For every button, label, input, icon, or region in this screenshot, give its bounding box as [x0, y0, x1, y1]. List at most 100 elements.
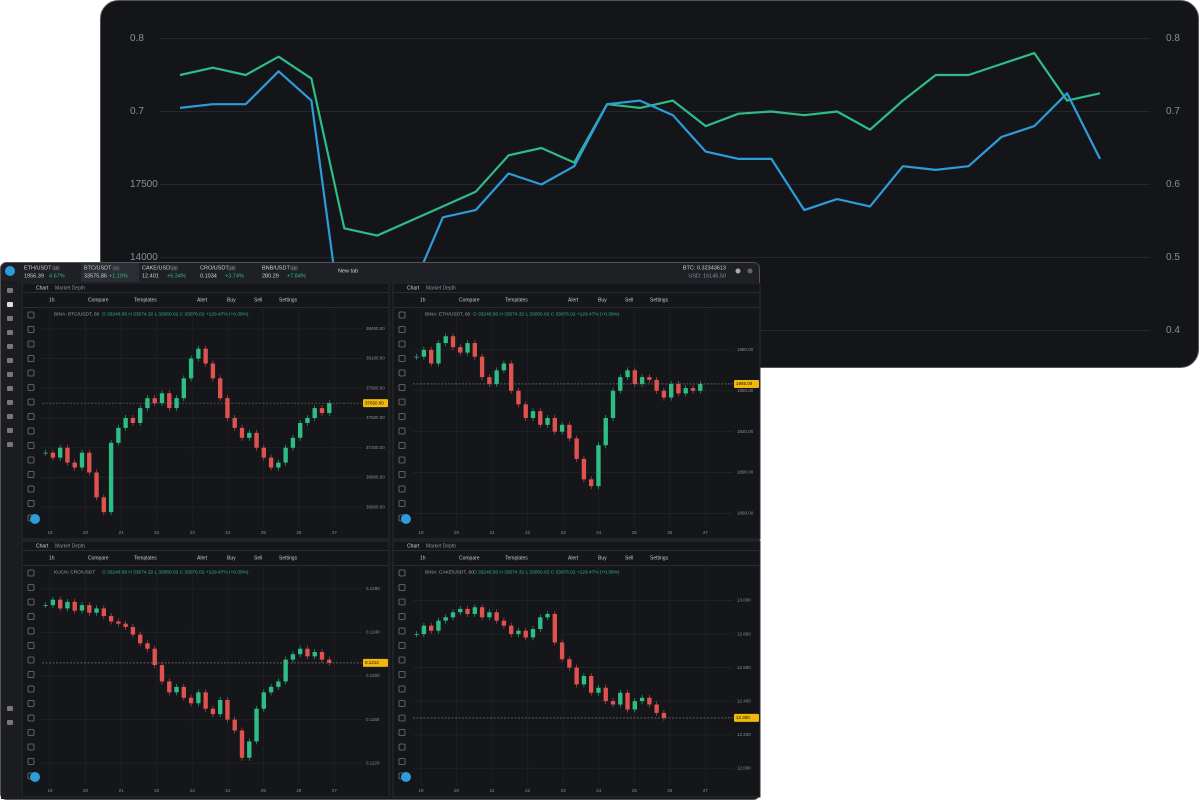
- tool-icon[interactable]: [398, 340, 406, 348]
- toolbar-alert[interactable]: Alert: [568, 555, 579, 561]
- toolbar-sell[interactable]: Sell: [254, 555, 262, 561]
- tool-icon[interactable]: [398, 598, 406, 606]
- sidebar-icon[interactable]: [7, 720, 13, 725]
- tool-icon[interactable]: [27, 456, 35, 464]
- tool-icon[interactable]: [398, 500, 406, 507]
- settings-icon[interactable]: [735, 268, 741, 274]
- tool-icon[interactable]: [398, 627, 406, 635]
- sidebar-icon[interactable]: [7, 302, 13, 307]
- tool-icon[interactable]: [27, 685, 35, 693]
- tool-icon[interactable]: [398, 729, 406, 736]
- tool-icon[interactable]: [398, 326, 406, 333]
- pane-tab[interactable]: Chart: [407, 543, 420, 549]
- toolbar-interval[interactable]: 1h: [49, 297, 55, 303]
- user-icon[interactable]: [747, 268, 753, 274]
- sidebar-icon[interactable]: [7, 706, 13, 711]
- tool-icon[interactable]: [27, 427, 35, 435]
- tool-icon[interactable]: [27, 613, 35, 620]
- toolbar-templates[interactable]: Templates: [134, 297, 157, 303]
- tool-icon[interactable]: [398, 656, 406, 664]
- tool-icon[interactable]: [398, 700, 406, 707]
- tab-symbol[interactable]: CAKE/USDT: [142, 265, 174, 271]
- tool-icon[interactable]: [27, 369, 35, 377]
- toolbar-settings[interactable]: Settings: [650, 297, 669, 303]
- pane-tab[interactable]: Market Depth: [55, 543, 85, 549]
- toolbar-settings[interactable]: Settings: [279, 297, 298, 303]
- sidebar-icon[interactable]: [7, 400, 13, 405]
- pane-tab[interactable]: Chart: [36, 543, 49, 549]
- toolbar-sell[interactable]: Sell: [254, 297, 262, 303]
- toolbar-interval[interactable]: 1h: [420, 555, 426, 561]
- tool-icon[interactable]: [398, 743, 406, 751]
- tool-icon[interactable]: [27, 584, 35, 591]
- sidebar-icon[interactable]: [7, 428, 13, 433]
- tool-icon[interactable]: [398, 485, 406, 493]
- tool-icon[interactable]: [398, 584, 406, 591]
- tool-icon[interactable]: [27, 326, 35, 333]
- toolbar-templates[interactable]: Templates: [505, 555, 528, 561]
- sidebar-icon[interactable]: [7, 288, 13, 293]
- tool-icon[interactable]: [27, 671, 35, 678]
- tool-icon[interactable]: [398, 442, 406, 449]
- toolbar-buy[interactable]: Buy: [598, 555, 607, 561]
- toolbar-alert[interactable]: Alert: [197, 297, 208, 303]
- tool-icon[interactable]: [27, 413, 35, 420]
- tool-icon[interactable]: [27, 500, 35, 507]
- toolbar-settings[interactable]: Settings: [279, 555, 298, 561]
- sidebar-icon[interactable]: [7, 414, 13, 419]
- toolbar-compare[interactable]: Compare: [459, 297, 480, 303]
- toolbar-buy[interactable]: Buy: [598, 297, 607, 303]
- toolbar-templates[interactable]: Templates: [134, 555, 157, 561]
- tool-icon[interactable]: [27, 569, 35, 577]
- tool-icon[interactable]: [27, 355, 35, 362]
- tool-icon[interactable]: [398, 471, 406, 478]
- tab-symbol[interactable]: ETH/USDT: [24, 265, 52, 271]
- tool-icon[interactable]: [27, 656, 35, 664]
- tool-icon[interactable]: [27, 627, 35, 635]
- tool-icon[interactable]: [398, 413, 406, 420]
- pane-tab[interactable]: Market Depth: [55, 285, 85, 291]
- toolbar-alert[interactable]: Alert: [568, 297, 579, 303]
- tool-icon[interactable]: [398, 642, 406, 649]
- tool-icon[interactable]: [398, 384, 406, 391]
- new-tab[interactable]: New tab: [338, 268, 358, 274]
- tool-icon[interactable]: [398, 369, 406, 377]
- tab-symbol[interactable]: BTC/USDT: [84, 265, 112, 271]
- pane-tab[interactable]: Market Depth: [426, 285, 456, 291]
- tool-icon[interactable]: [27, 729, 35, 736]
- tool-icon[interactable]: [27, 485, 35, 493]
- toolbar-compare[interactable]: Compare: [88, 555, 109, 561]
- tool-icon[interactable]: [398, 758, 406, 765]
- tool-icon[interactable]: [27, 384, 35, 391]
- sidebar-icon[interactable]: [7, 330, 13, 335]
- tool-icon[interactable]: [27, 743, 35, 751]
- sidebar-icon[interactable]: [7, 386, 13, 391]
- toolbar-settings[interactable]: Settings: [650, 555, 669, 561]
- sidebar-icon[interactable]: [7, 442, 13, 447]
- tool-icon[interactable]: [398, 671, 406, 678]
- tool-icon[interactable]: [27, 642, 35, 649]
- tab-symbol[interactable]: CRO/USDT: [200, 265, 229, 271]
- toolbar-compare[interactable]: Compare: [459, 555, 480, 561]
- sidebar-icon[interactable]: [7, 372, 13, 377]
- toolbar-interval[interactable]: 1h: [49, 555, 55, 561]
- tool-icon[interactable]: [27, 714, 35, 722]
- toolbar-alert[interactable]: Alert: [197, 555, 208, 561]
- tool-icon[interactable]: [398, 613, 406, 620]
- tool-icon[interactable]: [27, 758, 35, 765]
- tool-icon[interactable]: [398, 355, 406, 362]
- tool-icon[interactable]: [398, 685, 406, 693]
- toolbar-sell[interactable]: Sell: [625, 555, 633, 561]
- toolbar-buy[interactable]: Buy: [227, 297, 236, 303]
- tool-icon[interactable]: [27, 340, 35, 348]
- tool-icon[interactable]: [27, 398, 35, 406]
- toolbar-buy[interactable]: Buy: [227, 555, 236, 561]
- pane-tab[interactable]: Chart: [407, 285, 420, 291]
- toolbar-sell[interactable]: Sell: [625, 297, 633, 303]
- tool-icon[interactable]: [398, 714, 406, 722]
- toolbar-compare[interactable]: Compare: [88, 297, 109, 303]
- tool-icon[interactable]: [27, 598, 35, 606]
- sidebar-icon[interactable]: [7, 344, 13, 349]
- tool-icon[interactable]: [398, 311, 406, 319]
- pane-tab[interactable]: Market Depth: [426, 543, 456, 549]
